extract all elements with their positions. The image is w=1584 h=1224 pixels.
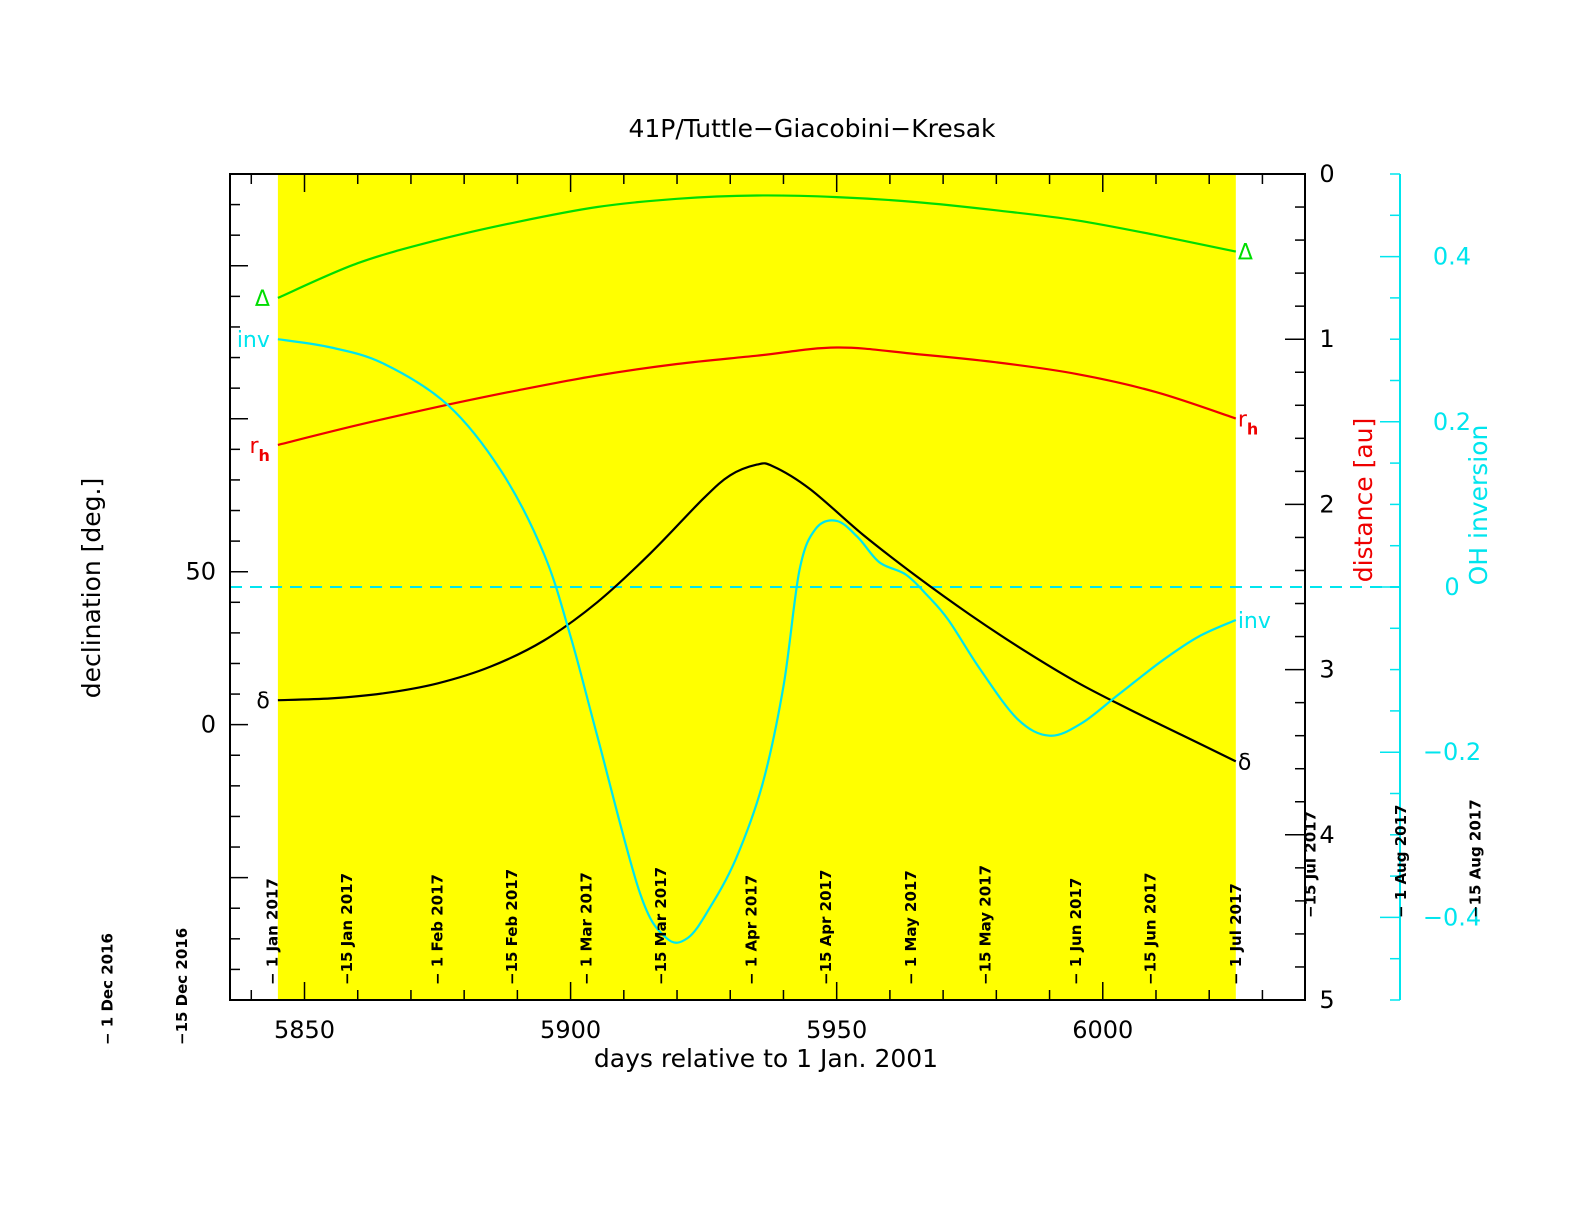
y-right2-tick-label: 0.4 <box>1433 243 1471 271</box>
plot-frame <box>229 173 1306 1001</box>
date-marker-label: − 1 Mar 2017 <box>578 872 596 985</box>
date-marker-label: −15 Feb 2017 <box>503 869 521 985</box>
date-marker-label: − 1 Aug 2017 <box>1392 805 1410 918</box>
series-end-label-text: δ <box>256 689 269 714</box>
y-right-tick-label: 2 <box>1319 490 1334 518</box>
x-axis-title: days relative to 1 Jan. 2001 <box>594 1044 938 1073</box>
date-marker-label: − 1 Feb 2017 <box>429 874 447 985</box>
y-axis-right-title: distance [au] <box>1349 418 1378 583</box>
series-end-label: Δ <box>255 287 270 312</box>
series-end-label: inv <box>237 328 270 353</box>
date-marker-label: − 1 Jul 2017 <box>1227 883 1245 985</box>
y-right2-tick-label: 0 <box>1444 573 1459 601</box>
y-left-tick-label: 50 <box>185 558 216 586</box>
y-right-tick-label: 3 <box>1319 656 1334 684</box>
series-end-label: rh <box>1238 407 1258 438</box>
y-left-tick-label: 0 <box>201 711 216 739</box>
series-end-label: inv <box>1238 609 1271 634</box>
date-marker-label: −15 Dec 2016 <box>173 928 191 1045</box>
y-right-tick-label: 0 <box>1319 160 1334 188</box>
y-axis-right-title-prefix: distance <box>1349 468 1378 582</box>
oh-inversion-series <box>277 338 1237 944</box>
date-marker-label: −15 Apr 2017 <box>817 870 835 985</box>
series-end-label: rh <box>249 434 269 465</box>
date-marker-label: −15 May 2017 <box>977 865 995 985</box>
series-end-label-text: Δ <box>1238 241 1253 266</box>
date-marker-label: −15 Jun 2017 <box>1142 872 1160 985</box>
heliocentric-distance-series <box>277 346 1237 446</box>
date-marker-label: −15 Jan 2017 <box>338 873 356 985</box>
y-right2-tick-label: −0.2 <box>1423 738 1481 766</box>
series-end-label-text: r <box>249 434 259 459</box>
date-marker-label: − 1 Jun 2017 <box>1067 878 1085 985</box>
series-end-label-text: r <box>1238 407 1248 432</box>
y-right-tick-label: 1 <box>1319 325 1334 353</box>
y-axis-right2-title: OH inversion <box>1464 425 1493 586</box>
series-end-label-text: Δ <box>255 287 270 312</box>
geocentric-distance-series <box>277 194 1237 299</box>
date-marker-label: − 1 Apr 2017 <box>743 875 761 985</box>
y-right-tick-label: 5 <box>1319 986 1334 1014</box>
series-end-label-subscript: h <box>259 446 270 465</box>
date-marker-label: − 1 May 2017 <box>902 870 920 985</box>
series-end-label-subscript: h <box>1247 419 1258 438</box>
x-tick-label: 5900 <box>540 1016 601 1044</box>
x-tick-label: 5950 <box>806 1016 867 1044</box>
chart-title: 41P/Tuttle−Giacobini−Kresak <box>628 114 996 143</box>
y-right2-tick-label: −0.4 <box>1423 903 1481 931</box>
x-tick-label: 5850 <box>274 1016 335 1044</box>
declination-series <box>277 462 1237 763</box>
date-marker-label: − 1 Jan 2017 <box>264 878 282 985</box>
y-axis-right-title-unit: [au] <box>1349 418 1378 469</box>
date-marker-label: −15 Jul 2017 <box>1301 811 1319 918</box>
series-end-label-text: inv <box>237 328 270 353</box>
date-marker-label: −15 Mar 2017 <box>652 867 670 985</box>
date-marker-label: − 1 Dec 2016 <box>99 933 117 1045</box>
series-end-label: δ <box>1238 750 1251 775</box>
date-marker-label: −15 Aug 2017 <box>1466 799 1484 918</box>
series-layer <box>229 173 1400 1001</box>
series-end-label: δ <box>256 689 269 714</box>
series-end-label-text: δ <box>1238 750 1251 775</box>
y-right2-tick-label: 0.2 <box>1433 408 1471 436</box>
series-end-label-text: inv <box>1238 609 1271 634</box>
y-right-tick-label: 4 <box>1319 821 1334 849</box>
y-axis-left-title: declination [deg.] <box>77 478 106 698</box>
series-end-label: Δ <box>1238 241 1253 266</box>
label-layer: 5850 5900 5950 6000 0 50 0 1 2 3 4 5 0.4 0.2 0 −0.2 −0.4… <box>99 160 1485 1045</box>
x-tick-label: 6000 <box>1072 1016 1133 1044</box>
